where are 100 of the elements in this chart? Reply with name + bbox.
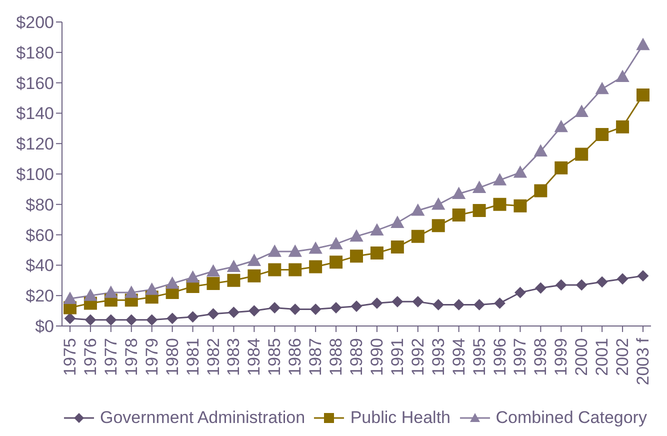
point [514,199,527,212]
point [64,292,76,304]
point [64,312,76,324]
x-tick-label: 1996 [490,338,510,376]
point [330,302,342,314]
x-tick-label: 1992 [408,338,428,376]
point [166,312,178,324]
point [474,299,485,310]
x-tick-label: 1977 [101,338,120,376]
point [290,304,301,315]
point [124,286,138,298]
point [146,314,158,326]
x-tick-label: 1986 [286,338,305,376]
x-tick-label: 1981 [183,338,202,376]
x-tick-label: 1994 [449,338,468,376]
point [126,314,137,326]
point [638,270,648,282]
x-tick-label: 2003 f [634,338,652,386]
point [452,208,466,222]
point [105,314,116,326]
point [432,299,444,310]
point [616,70,630,82]
y-tick-label: $60 [26,226,54,245]
point [452,187,466,200]
legend-label: Government Administration [99,408,306,428]
x-tick-label: 1982 [204,338,223,376]
point [596,128,609,141]
point [206,276,220,290]
point [493,174,506,186]
x-tick-label: 1987 [306,338,326,376]
point [534,144,548,156]
x-tick-label: 1988 [326,338,346,376]
point [576,279,588,290]
point [186,270,200,283]
x-tick-label: 1990 [367,338,386,376]
point [330,237,343,250]
point [636,38,650,50]
y-tick-label: $140 [16,104,54,124]
point [596,82,609,94]
point [248,269,261,282]
point [269,302,280,314]
y-tick-label: $40 [26,256,54,276]
point [227,274,240,287]
point [208,308,219,320]
point [554,120,568,132]
x-tick-label: 1978 [122,338,141,376]
point [617,273,628,284]
x-tick-label: 1989 [347,338,366,376]
point [248,305,260,316]
y-tick-label: $0 [35,317,54,336]
point [268,263,282,276]
x-tick-label: 1975 [60,338,80,376]
point [187,311,198,322]
point [350,230,363,242]
y-tick-label: $120 [16,134,54,154]
point [575,105,588,117]
point [330,256,343,269]
point [309,242,322,254]
point [596,276,608,288]
x-tick-label: 1983 [224,338,244,376]
x-tick-label: 2002 [613,338,632,376]
point [104,286,118,298]
point [411,230,424,243]
x-tick-label: 1999 [552,338,571,376]
x-tick-label: 1997 [510,338,530,376]
x-tick-label: 1993 [428,338,448,376]
point [494,298,506,309]
point [432,198,445,210]
point [514,166,527,178]
x-tick-label: 1976 [80,338,100,376]
point [370,224,384,236]
point [166,276,179,289]
point [84,289,97,301]
x-tick-label: 1991 [388,338,407,376]
point [288,245,302,257]
point [554,161,568,174]
x-tick-label: 1980 [162,338,182,376]
point [206,264,220,277]
legend-label: Combined Category [494,408,647,428]
point [145,283,158,295]
point [411,204,424,216]
y-tick-label: $80 [26,195,54,214]
point [575,148,588,161]
point [514,287,526,298]
point [392,296,403,308]
x-tick-label: 1995 [470,338,489,376]
point [534,184,548,198]
x-tick-label: 2000 [572,338,592,376]
point [616,120,630,134]
point [390,240,404,254]
point [472,181,486,193]
y-tick-label: $200 [16,13,54,32]
point [432,219,445,232]
y-tick-label: $20 [26,286,54,306]
point [453,299,464,310]
point [248,254,261,266]
y-tick-label: $100 [16,165,54,184]
point [535,282,546,294]
point [288,263,302,276]
point [227,260,240,272]
